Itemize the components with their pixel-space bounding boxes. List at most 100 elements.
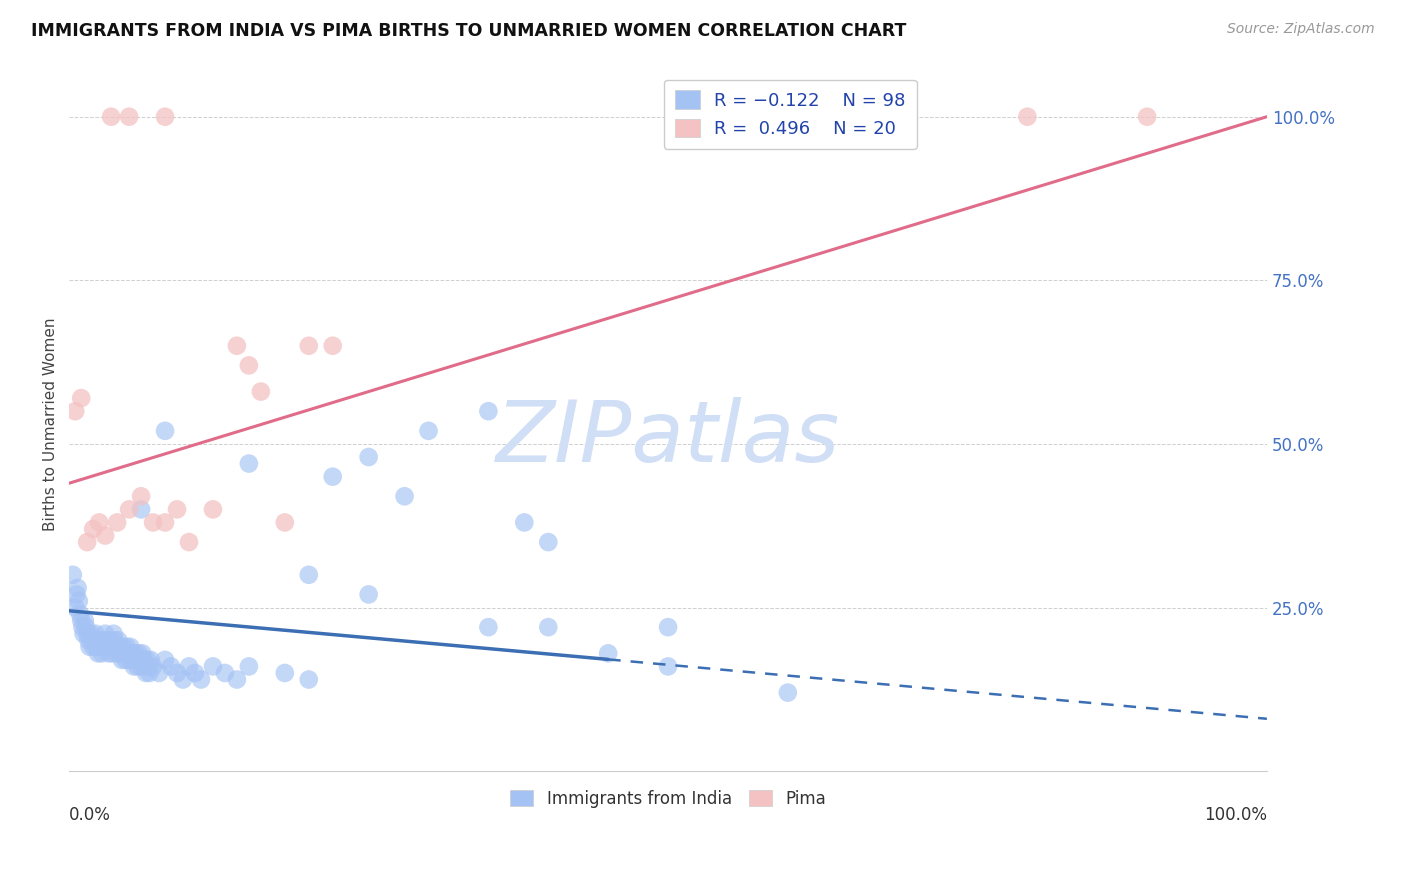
Point [98, 633, 121, 648]
Point [129, 502, 152, 516]
Point [148, 665, 170, 680]
Point [67, 594, 90, 608]
Text: 0.0%: 0.0% [69, 805, 111, 824]
Point [201, 502, 224, 516]
Point [121, 646, 143, 660]
Point [166, 665, 188, 680]
Point [76, 535, 98, 549]
Point [112, 640, 135, 654]
Point [100, 640, 122, 654]
Point [357, 450, 380, 464]
Point [104, 640, 127, 654]
Point [97, 646, 120, 660]
Point [91, 633, 114, 648]
Point [1017, 110, 1039, 124]
Point [153, 653, 176, 667]
Point [124, 646, 146, 660]
Point [125, 653, 148, 667]
Point [118, 653, 141, 667]
Point [117, 646, 139, 660]
Text: 100.0%: 100.0% [1204, 805, 1267, 824]
Point [128, 646, 150, 660]
Point [96, 640, 118, 654]
Point [120, 640, 142, 654]
Point [118, 110, 141, 124]
Point [129, 489, 152, 503]
Point [76, 626, 98, 640]
Point [298, 339, 321, 353]
Point [172, 673, 194, 687]
Point [66, 581, 89, 595]
Point [132, 653, 155, 667]
Point [87, 646, 110, 660]
Point [142, 659, 165, 673]
Point [598, 646, 620, 660]
Point [94, 626, 117, 640]
Point [274, 516, 297, 530]
Point [127, 659, 149, 673]
Point [394, 489, 416, 503]
Point [89, 633, 111, 648]
Point [70, 391, 93, 405]
Point [65, 587, 87, 601]
Y-axis label: Births to Unmarried Women: Births to Unmarried Women [44, 318, 58, 531]
Point [418, 424, 440, 438]
Point [177, 535, 200, 549]
Point [101, 646, 124, 660]
Point [89, 640, 111, 654]
Text: ZIPatlas: ZIPatlas [496, 397, 841, 480]
Point [135, 665, 157, 680]
Point [131, 646, 153, 660]
Text: Source: ZipAtlas.com: Source: ZipAtlas.com [1227, 22, 1375, 37]
Point [72, 620, 94, 634]
Point [96, 633, 118, 648]
Point [537, 535, 560, 549]
Point [104, 633, 127, 648]
Point [89, 516, 111, 530]
Point [298, 567, 321, 582]
Point [69, 607, 91, 621]
Point [214, 665, 236, 680]
Point [142, 516, 165, 530]
Point [238, 659, 260, 673]
Point [112, 646, 135, 660]
Point [184, 665, 207, 680]
Point [153, 424, 176, 438]
Point [136, 659, 159, 673]
Point [93, 640, 115, 654]
Point [1136, 110, 1159, 124]
Point [86, 640, 108, 654]
Point [105, 646, 128, 660]
Point [82, 640, 104, 654]
Point [153, 516, 176, 530]
Point [84, 626, 107, 640]
Point [298, 673, 321, 687]
Point [80, 633, 103, 648]
Point [201, 659, 224, 673]
Point [115, 640, 138, 654]
Point [110, 646, 132, 660]
Point [83, 633, 105, 648]
Legend: Immigrants from India, Pima: Immigrants from India, Pima [503, 783, 832, 814]
Point [90, 646, 112, 660]
Text: IMMIGRANTS FROM INDIA VS PIMA BIRTHS TO UNMARRIED WOMEN CORRELATION CHART: IMMIGRANTS FROM INDIA VS PIMA BIRTHS TO … [31, 22, 907, 40]
Point [82, 522, 104, 536]
Point [63, 404, 86, 418]
Point [238, 359, 260, 373]
Point [138, 665, 160, 680]
Point [537, 620, 560, 634]
Point [477, 404, 499, 418]
Point [657, 620, 679, 634]
Point [114, 653, 136, 667]
Point [190, 673, 212, 687]
Point [75, 620, 97, 634]
Point [250, 384, 273, 399]
Point [513, 516, 536, 530]
Point [79, 640, 101, 654]
Point [118, 502, 141, 516]
Point [62, 567, 84, 582]
Point [103, 626, 125, 640]
Point [63, 600, 86, 615]
Point [274, 665, 297, 680]
Point [134, 659, 156, 673]
